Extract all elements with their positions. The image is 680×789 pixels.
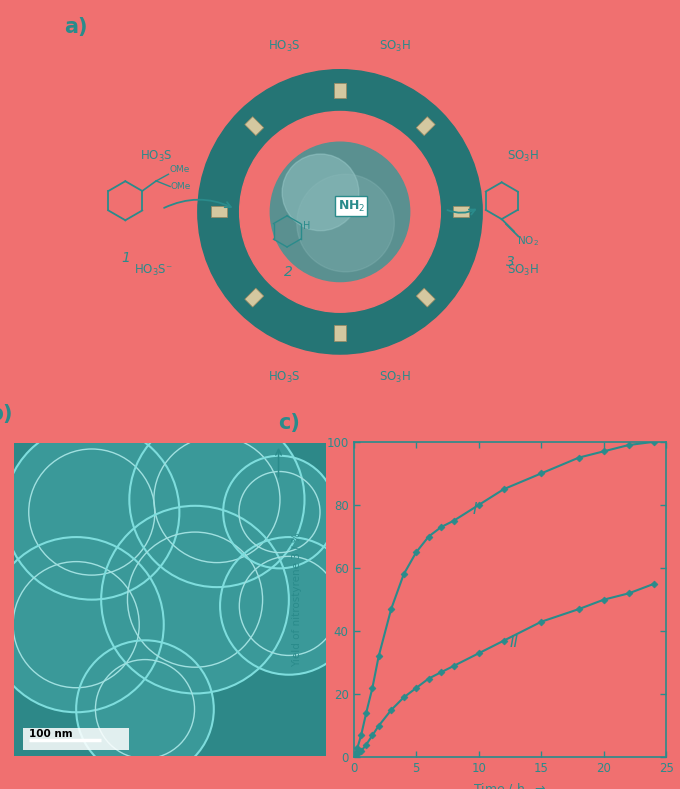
- Text: SO$_3$H: SO$_3$H: [379, 39, 411, 54]
- Text: 2: 2: [284, 265, 292, 279]
- Text: 100 nm: 100 nm: [29, 729, 73, 739]
- Text: b): b): [0, 405, 13, 424]
- Text: HO$_3$S: HO$_3$S: [140, 148, 173, 163]
- Circle shape: [76, 641, 214, 778]
- Circle shape: [129, 412, 305, 587]
- Circle shape: [223, 456, 336, 568]
- Circle shape: [4, 424, 180, 600]
- FancyBboxPatch shape: [245, 288, 264, 307]
- Text: NO$_2$: NO$_2$: [517, 234, 539, 248]
- Text: SO$_3$H: SO$_3$H: [507, 263, 539, 278]
- Text: HO$_3$S⁻: HO$_3$S⁻: [134, 263, 173, 278]
- Circle shape: [239, 111, 441, 312]
- Text: 1: 1: [121, 251, 130, 265]
- Text: c): c): [279, 413, 301, 433]
- Text: NH$_2$: NH$_2$: [337, 199, 364, 214]
- Text: Yield of nitrostyrene 3 / %: Yield of nitrostyrene 3 / %: [292, 533, 303, 667]
- Text: a): a): [64, 17, 88, 37]
- Circle shape: [271, 142, 409, 282]
- FancyBboxPatch shape: [416, 288, 435, 307]
- Text: H: H: [303, 221, 311, 231]
- X-axis label: Time / h  $\rightarrow$: Time / h $\rightarrow$: [473, 781, 547, 789]
- Text: HO$_3$S: HO$_3$S: [269, 39, 301, 54]
- Circle shape: [0, 537, 164, 712]
- Circle shape: [198, 69, 482, 354]
- FancyBboxPatch shape: [211, 206, 226, 218]
- FancyBboxPatch shape: [245, 117, 264, 136]
- Text: SO$_3$H: SO$_3$H: [507, 148, 539, 163]
- Circle shape: [282, 154, 359, 230]
- Circle shape: [101, 506, 289, 694]
- Circle shape: [296, 174, 394, 272]
- FancyBboxPatch shape: [454, 206, 469, 218]
- FancyBboxPatch shape: [335, 325, 345, 341]
- Text: I: I: [473, 503, 477, 518]
- Text: 3: 3: [506, 256, 515, 269]
- FancyBboxPatch shape: [335, 83, 345, 99]
- Text: II: II: [510, 635, 519, 650]
- FancyBboxPatch shape: [23, 728, 129, 750]
- FancyBboxPatch shape: [416, 117, 435, 136]
- Text: HO$_3$S: HO$_3$S: [269, 370, 301, 385]
- Circle shape: [220, 537, 358, 675]
- Text: SO$_3$H: SO$_3$H: [379, 370, 411, 385]
- Text: OMe: OMe: [169, 165, 189, 174]
- Text: OMe: OMe: [171, 182, 191, 191]
